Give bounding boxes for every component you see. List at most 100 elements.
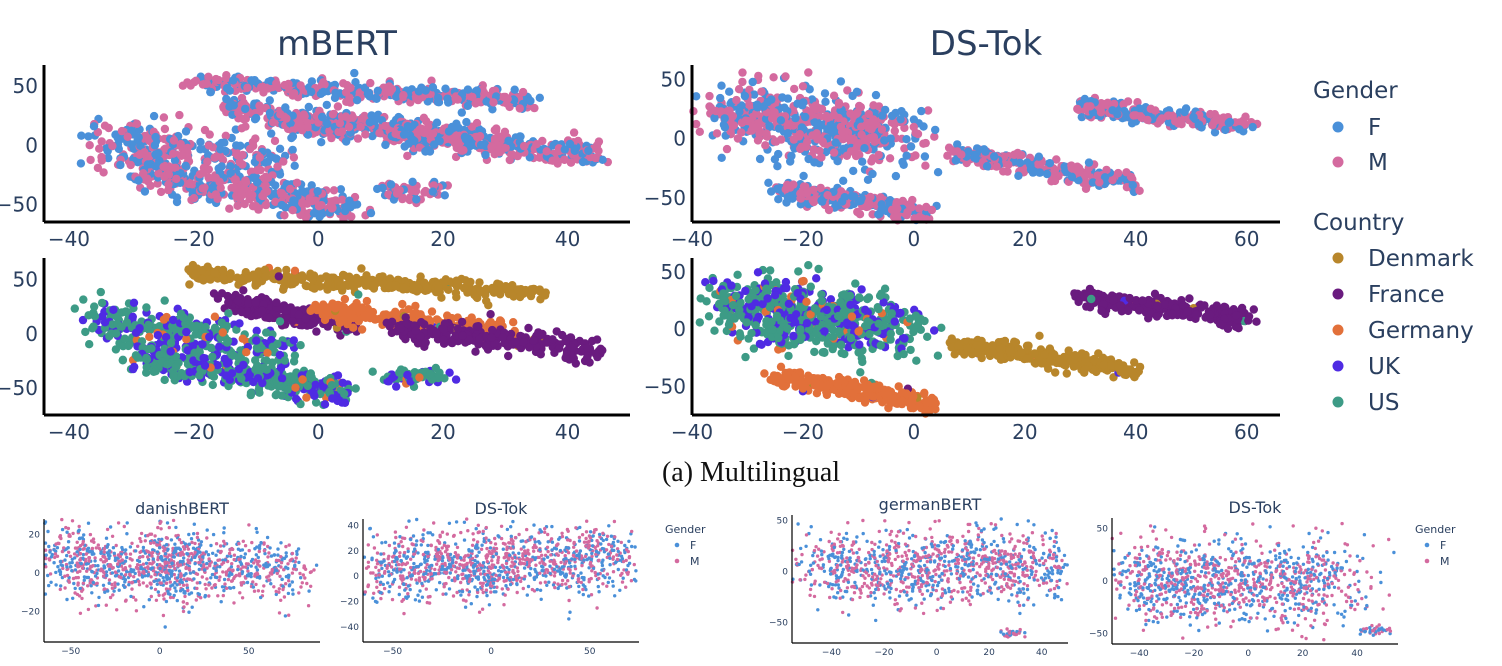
mbert-country-point xyxy=(369,281,378,290)
mbert-gender-point xyxy=(443,94,452,103)
dstok-gender-point xyxy=(1128,181,1138,190)
mbert-country-point xyxy=(235,319,244,328)
mbert-gender-point xyxy=(428,129,438,138)
mbert-gender-point xyxy=(392,92,401,102)
mbert-country-point xyxy=(169,372,178,381)
mbert-gender-point xyxy=(519,141,529,151)
mbert-gender-point xyxy=(225,204,234,213)
mbert-country-point xyxy=(122,307,131,317)
dstok-gender-point xyxy=(917,106,926,116)
mbert-country-point xyxy=(323,279,333,288)
mbert-country-point xyxy=(85,340,94,349)
mbert-gender-point xyxy=(489,98,498,107)
mbert-gender-point xyxy=(329,186,339,195)
mbert-gender-x-tick: 40 xyxy=(555,227,580,251)
mbert-country-point xyxy=(190,323,199,332)
mbert-gender-point xyxy=(542,147,551,156)
dstok-gender-point xyxy=(764,178,773,187)
dstok-gender-point xyxy=(885,154,895,163)
mbert-country-point xyxy=(282,265,291,275)
dstok-gender-y-tick: −50 xyxy=(644,186,686,210)
mbert-country-point xyxy=(233,296,243,306)
mbert-country-point xyxy=(257,306,267,316)
dstok-gender-point xyxy=(868,169,877,179)
mbert-country-point xyxy=(124,341,133,351)
mbert-gender-point xyxy=(375,128,384,138)
dstok-gender-point xyxy=(743,116,752,126)
mbert-country-point xyxy=(261,272,271,281)
mbert-gender-point xyxy=(262,187,272,196)
mbert-country-point xyxy=(218,274,228,283)
mbert-gender-point xyxy=(249,141,258,151)
mbert-gender-point xyxy=(476,140,486,150)
mbert-gender-point xyxy=(365,118,374,127)
dstok-gender-point xyxy=(817,153,826,162)
mbert-gender-point xyxy=(222,71,231,80)
mbert-gender-point xyxy=(251,201,260,211)
mbert-country-point xyxy=(451,375,461,384)
mbert-gender-point xyxy=(243,83,252,93)
mbert-gender-point xyxy=(419,113,429,123)
dstok-gender-point xyxy=(781,72,790,81)
mbert-gender-point xyxy=(457,108,466,117)
mbert-gender-point xyxy=(372,94,381,104)
mbert-country-point xyxy=(338,378,347,387)
dstok-gender-x-tick: 20 xyxy=(1012,227,1037,251)
mbert-country-point xyxy=(276,381,286,391)
mbert-country-point xyxy=(265,313,274,323)
mbert-gender-point xyxy=(344,122,354,132)
dstok-gender-point xyxy=(915,204,924,213)
dstok-gender-point xyxy=(849,166,858,176)
dstok-gender-point xyxy=(1114,168,1123,178)
dstok-gender-point xyxy=(796,189,805,198)
dstok-gender-point xyxy=(824,205,834,215)
mbert-gender-point xyxy=(366,208,376,218)
dstok-gender-point xyxy=(867,125,876,134)
mbert-gender-point xyxy=(322,100,331,110)
dstok-gender-point xyxy=(778,93,787,102)
dstok-gender-point xyxy=(1108,106,1117,115)
mbert-gender-point xyxy=(221,131,230,140)
mbert-country-point xyxy=(70,304,80,313)
dstok-gender-point xyxy=(717,81,726,90)
mbert-gender-point xyxy=(273,162,282,171)
mbert-country-point xyxy=(439,325,448,334)
mbert-country-point xyxy=(153,331,163,340)
mbert-country-point xyxy=(432,329,441,338)
dstok-gender-point xyxy=(886,134,895,143)
mbert-gender-y-tick: 0 xyxy=(25,133,38,157)
mbert-country-point xyxy=(568,343,577,352)
dstok-gender-point xyxy=(865,200,875,209)
mbert-country-point xyxy=(197,266,206,275)
mbert-country-point xyxy=(498,333,507,342)
dstok-gender-point xyxy=(877,125,887,134)
dstok-gender-point xyxy=(1208,121,1217,130)
dstok-gender-point xyxy=(712,129,722,138)
dstok-gender-point xyxy=(877,200,886,209)
dstok-gender-point xyxy=(853,207,862,217)
dstok-gender-point xyxy=(829,148,839,157)
mbert-country-point xyxy=(351,384,360,393)
mbert-country-point xyxy=(195,371,204,380)
mbert-country-point xyxy=(598,346,607,355)
mbert-gender-point xyxy=(320,80,329,89)
mbert-country-point xyxy=(238,334,247,343)
mbert-country-point xyxy=(188,260,198,270)
mbert-gender-point xyxy=(598,155,607,164)
mbert-country-point xyxy=(198,275,207,284)
mbert-country-point xyxy=(495,316,505,325)
mbert-gender-point xyxy=(176,139,185,149)
mbert-gender-point xyxy=(202,79,211,89)
mbert-country-point xyxy=(133,353,143,362)
dstok-gender-point xyxy=(836,77,846,86)
mbert-gender-point xyxy=(143,160,152,169)
mbert-gender-point xyxy=(366,78,375,88)
dstok-gender-point xyxy=(801,112,810,122)
mbert-country-point xyxy=(84,311,93,320)
dstok-gender-point xyxy=(889,118,898,128)
mbert-gender-point xyxy=(255,153,264,162)
mbert-gender-point xyxy=(238,150,247,160)
dstok-gender-point xyxy=(774,149,783,159)
mbert-country-point xyxy=(288,317,297,326)
